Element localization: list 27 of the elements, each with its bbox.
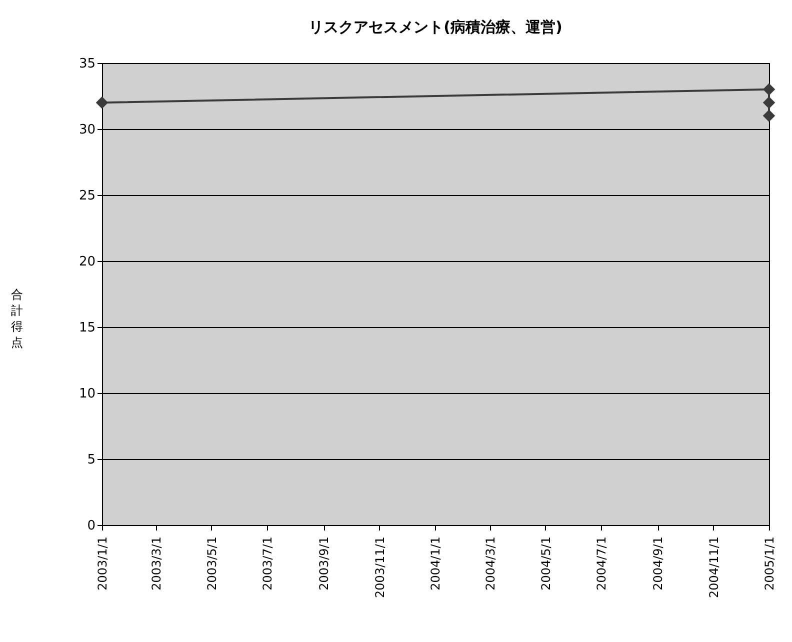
- y-tick-label: 25: [78, 188, 96, 204]
- x-tick-label: 2004/11/1: [706, 536, 721, 598]
- y-axis-title: 合計得点: [10, 288, 23, 350]
- y-tick-label: 5: [87, 452, 96, 468]
- x-tick-label: 2003/5/1: [204, 536, 219, 590]
- x-tick-label: 2003/1/1: [96, 536, 110, 590]
- y-tick-label: 35: [78, 56, 96, 72]
- x-tick-label: 2003/11/1: [372, 536, 387, 598]
- x-tick-label: 2004/3/1: [483, 536, 498, 590]
- x-tick-label: 2003/9/1: [317, 536, 332, 590]
- x-tick-label: 2004/9/1: [651, 536, 666, 590]
- x-tick-label: 2003/7/1: [260, 536, 275, 590]
- point: [762, 83, 776, 96]
- x-tick-label: 2005/1/1: [762, 536, 776, 590]
- y-tick-label: 30: [78, 122, 96, 138]
- y-tick-label: 20: [78, 254, 96, 270]
- point: [762, 110, 776, 122]
- y-tick-label: 15: [78, 320, 96, 336]
- x-tick-label: 2004/1/1: [428, 536, 443, 590]
- x-tick-label: 2004/5/1: [538, 536, 553, 590]
- x-tick-label: 2004/7/1: [594, 536, 609, 590]
- x-tick-label: 2003/3/1: [149, 536, 164, 590]
- point: [762, 96, 776, 109]
- y-tick-label: 0: [87, 518, 96, 534]
- y-tick-label: 10: [78, 386, 96, 402]
- chart-title: リスクアセスメント(病積治療、運営): [308, 18, 562, 36]
- point: [96, 96, 108, 109]
